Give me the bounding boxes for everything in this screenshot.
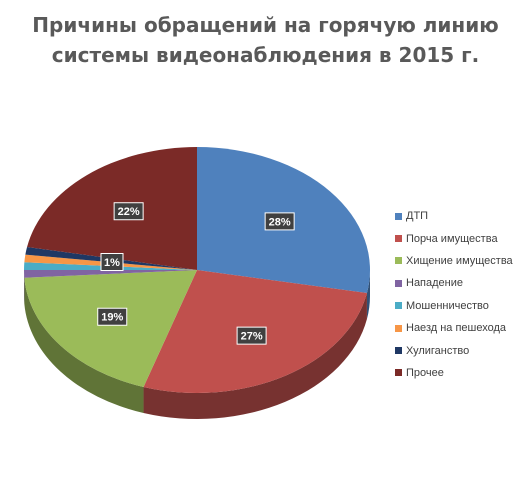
slice-7-data-label: 22% [118,206,140,218]
legend-item: Хулиганство [395,339,530,361]
legend-item: Прочее [395,362,530,384]
slice-0-data-label: 28% [269,216,291,228]
legend-swatch [395,347,402,355]
legend-swatch [395,235,402,243]
legend-swatch [395,257,402,265]
chart-title-line-2: системы видеонаблюдения в 2015 г. [51,43,480,67]
legend-label: Наезд на пешехода [406,322,507,335]
legend-item: Нападение [395,272,530,294]
legend-label: Прочее [406,366,444,379]
slice-5-label-box [100,253,124,271]
slice-2-side [24,277,144,413]
slice-0-side [366,270,370,320]
legend-label: Нападение [406,277,464,290]
legend-label: Порча имущества [406,232,498,245]
legend-item: Порча имущества [395,227,530,249]
legend-label: Хищение имущества [406,254,513,267]
legend-swatch [395,302,402,310]
slice-2-data-label: 19% [101,312,123,324]
legend-item: Хищение имущества [395,250,530,272]
chart-legend: ДТП Порча имущества Хищение имущества Напад… [395,205,530,384]
slice-1-data-label: 27% [241,331,263,343]
legend-item: Мошенничество [395,295,530,317]
slice-2-top [24,270,198,387]
chart-title-line-1: Причины обращений на горячую линию [32,13,499,37]
legend-swatch [395,324,402,332]
slice-1-side [143,293,367,419]
slice-7-label-box [113,202,144,221]
slice-7-top [27,147,198,270]
slice-5-data-label: 1% [104,257,120,269]
legend-item: ДТП [395,205,530,227]
slice-2-label-box [97,307,128,326]
chart-title: Причины обращений на горячую линию систе… [0,10,531,70]
legend-swatch [395,279,402,287]
legend-label: Хулиганство [406,344,470,357]
legend-label: Мошенничество [406,299,489,312]
legend-label: ДТП [406,210,429,223]
slice-1-label-box [236,326,267,345]
legend-swatch [395,369,402,377]
slice-3-top [24,270,197,278]
legend-swatch [395,212,402,220]
slice-0-label-box [264,212,295,231]
legend-item: Наезд на пешехода [395,317,530,339]
